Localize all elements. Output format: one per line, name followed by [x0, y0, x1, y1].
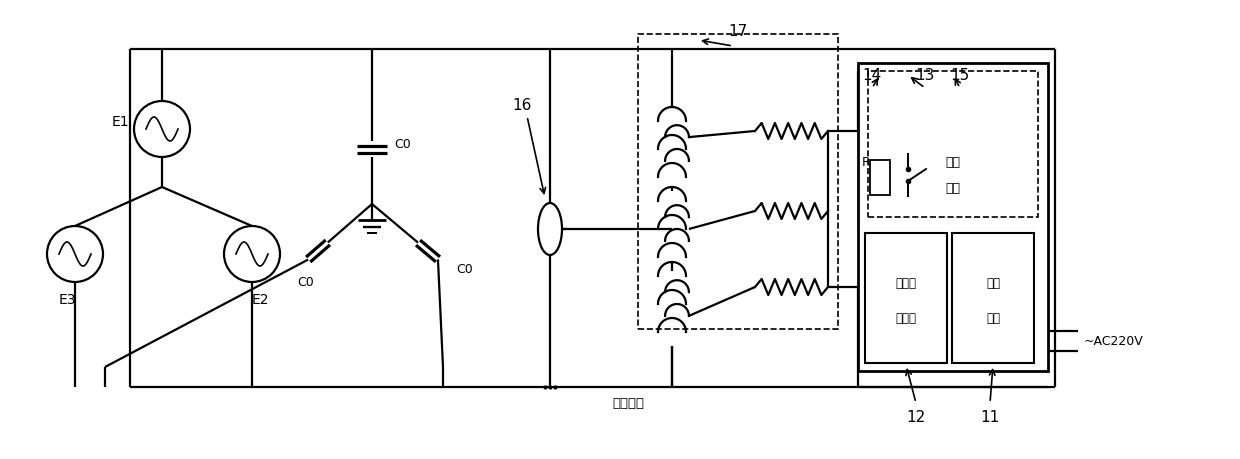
Text: 14: 14 — [862, 67, 882, 82]
Text: ~AC220V: ~AC220V — [1084, 335, 1143, 348]
Text: 断模块: 断模块 — [895, 311, 916, 325]
Text: C0: C0 — [394, 138, 410, 151]
Text: E3: E3 — [58, 292, 76, 306]
Text: 零序电流: 零序电流 — [613, 397, 644, 409]
Text: 13: 13 — [915, 67, 935, 82]
Bar — [866, 234, 947, 363]
Bar — [639, 35, 838, 329]
Text: 17: 17 — [728, 24, 748, 39]
Bar — [952, 234, 1034, 363]
Text: 消谐: 消谐 — [945, 156, 961, 169]
Text: 16: 16 — [512, 97, 532, 112]
Circle shape — [224, 226, 280, 282]
Circle shape — [47, 226, 103, 282]
Bar — [870, 161, 890, 196]
Ellipse shape — [538, 203, 562, 256]
Text: 12: 12 — [906, 409, 925, 425]
Text: 15: 15 — [950, 67, 970, 82]
Text: R: R — [862, 156, 870, 169]
Text: 谐振判: 谐振判 — [895, 276, 916, 289]
Text: C0: C0 — [456, 263, 472, 276]
Text: 模块: 模块 — [945, 181, 961, 194]
Text: E1: E1 — [112, 115, 129, 129]
Circle shape — [134, 102, 190, 157]
Text: 11: 11 — [981, 409, 999, 425]
Text: C0: C0 — [298, 275, 315, 288]
Text: 电源: 电源 — [986, 276, 999, 289]
Bar — [858, 64, 1048, 371]
Text: E2: E2 — [252, 292, 269, 306]
Bar — [868, 72, 1038, 218]
Text: 模块: 模块 — [986, 311, 999, 325]
